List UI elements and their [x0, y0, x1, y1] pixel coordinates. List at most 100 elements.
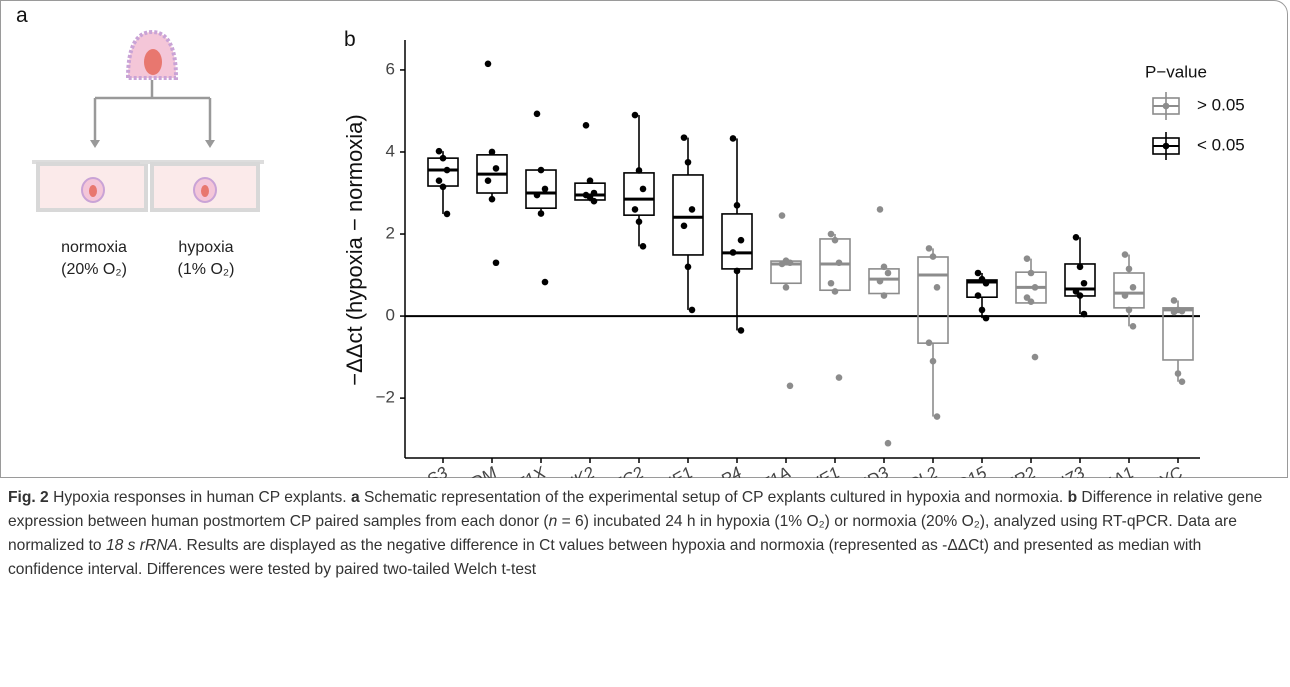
point [876, 206, 884, 213]
point [1170, 308, 1178, 316]
point [680, 222, 688, 230]
point [1023, 255, 1031, 262]
point [484, 177, 492, 185]
point [631, 111, 639, 119]
x-tick-label: MT1X [500, 463, 549, 478]
point [1072, 288, 1080, 295]
box [868, 268, 900, 295]
point [982, 314, 990, 322]
point [443, 210, 451, 218]
panel-label: b [344, 28, 356, 51]
box [623, 172, 655, 216]
point [974, 292, 982, 299]
point [880, 292, 888, 299]
point [439, 154, 447, 162]
point [435, 177, 443, 185]
x-tick-label: IER2 [997, 463, 1040, 478]
point [827, 230, 835, 238]
box [672, 174, 704, 256]
point [537, 210, 545, 217]
point [786, 259, 794, 267]
point [684, 158, 692, 166]
point [1121, 251, 1129, 258]
point [631, 206, 639, 213]
point [827, 279, 835, 287]
point [733, 202, 741, 209]
point [680, 134, 688, 141]
x-tick-label: LYVE1 [789, 463, 843, 478]
caption-run: b [1067, 489, 1078, 506]
point [876, 277, 884, 285]
x-tick-label: STC2 [600, 463, 648, 478]
x-tick-label: MT1A [745, 463, 794, 478]
y-tick-label: −2 [376, 388, 395, 407]
point [443, 166, 451, 174]
caption-run: a [350, 489, 360, 506]
x-tick-label: RND3 [842, 463, 892, 478]
caption-run: Fig. 2 [8, 489, 49, 506]
point [586, 193, 594, 201]
point [1125, 306, 1133, 314]
point [1080, 310, 1088, 318]
y-axis-label: −ΔΔct (hypoxia − normoxia) [342, 114, 367, 386]
point [733, 267, 741, 275]
caption-run: Schematic representation of the experime… [359, 489, 1068, 506]
figure-frame [0, 0, 1288, 478]
point [484, 60, 492, 68]
caption-run: . Results are displayed as the negative … [8, 537, 1202, 578]
point [929, 253, 937, 260]
point [439, 183, 447, 191]
point [586, 177, 594, 185]
point [1174, 370, 1182, 377]
point [786, 382, 794, 390]
point [925, 339, 933, 347]
caption: Fig. 2 Hypoxia responses in human CP exp… [8, 486, 1280, 582]
caption-run: n [548, 513, 558, 530]
caption-run: Difference in relative gene expression b… [8, 489, 1263, 530]
x-tick-label: MYC [1144, 463, 1187, 478]
legend-label: < 0.05 [1197, 135, 1245, 154]
point [582, 122, 590, 129]
point [1080, 279, 1088, 287]
point [492, 259, 500, 267]
x-tick-label: HIF1A−AS3 [363, 463, 451, 478]
y-tick-label: 0 [386, 306, 395, 325]
legend-swatch [1162, 142, 1170, 150]
point [737, 236, 745, 244]
x-tick-label: TSHZ3 [1032, 463, 1089, 478]
point [880, 263, 888, 271]
point [1178, 378, 1186, 386]
point [590, 197, 598, 205]
point [1121, 292, 1129, 299]
point [1031, 353, 1039, 361]
caption-run: Hypoxia responses in human CP explants. [48, 489, 351, 506]
point [1076, 292, 1084, 299]
point [1027, 298, 1035, 306]
point [737, 327, 745, 334]
point [933, 284, 941, 291]
figure: a normoxia (20% O₂) hypoxia (1% O₂) b −Δ… [16, 4, 1245, 478]
panel-label: a [16, 4, 28, 27]
box [427, 157, 459, 187]
condition-name: normoxia [61, 239, 127, 256]
point [835, 374, 843, 381]
point [492, 165, 500, 172]
point [1023, 294, 1031, 301]
point [929, 357, 937, 365]
y-tick-label: 6 [386, 59, 395, 78]
point [533, 110, 541, 118]
point [590, 189, 598, 197]
point [1027, 269, 1035, 277]
x-tick-label: ADM [457, 463, 501, 478]
point [533, 191, 541, 199]
legend-swatch [1162, 102, 1170, 110]
schematic [32, 29, 264, 212]
point [1072, 234, 1080, 241]
point [884, 269, 892, 277]
point [1170, 297, 1178, 304]
condition-oxygen: (1% O₂) [178, 261, 235, 278]
box [917, 256, 949, 344]
x-tick-label: CXCL2 [884, 463, 941, 478]
point [537, 166, 545, 174]
